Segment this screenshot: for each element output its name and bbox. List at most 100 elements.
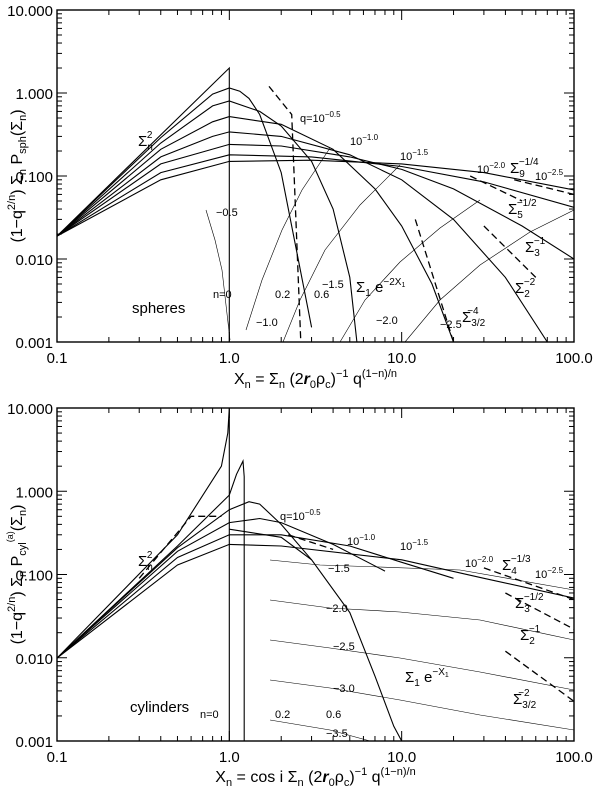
series-line	[57, 501, 313, 659]
contour-line	[205, 209, 231, 341]
annotation-c10: −1.0	[256, 317, 278, 329]
contour-line	[269, 639, 574, 691]
annotation-q15: 10−1.5	[400, 148, 429, 163]
y-tick-label: 0.100	[15, 568, 53, 585]
series-line	[57, 534, 454, 659]
contour-line	[269, 679, 574, 731]
plot-area	[57, 408, 574, 741]
contour-line	[269, 719, 371, 741]
plot-frame	[56, 407, 575, 742]
annotation-q25: 10−2.5	[535, 168, 564, 183]
series-line	[57, 87, 313, 328]
annotation-s32: Σ3/2−2	[513, 688, 537, 711]
series-line	[57, 116, 455, 342]
panel-label: spheres	[132, 300, 185, 317]
series-line	[57, 131, 548, 342]
annotation-c35: −3.5	[326, 728, 348, 740]
annotation-exp: Σ1 e−2X1	[356, 277, 405, 299]
annotation-c25: −2.5	[440, 319, 462, 331]
y-axis-label: (1−q2/n) Σn Psph(Σn)	[6, 109, 29, 242]
x-tick-label: 10.0	[387, 749, 416, 766]
annotation-s9: Σ9−1/4	[510, 157, 539, 180]
annotation-q20: 10−2.0	[477, 161, 506, 176]
plot-area	[57, 66, 574, 342]
annotation-s3: Σ3−1	[525, 236, 546, 259]
x-tick-label: 0.1	[47, 749, 68, 766]
annotation-q10: 10−1.0	[347, 533, 376, 548]
chart-panel-spheres: 0.1 1.0 10.0 100.0 0.001 0.010 0.100 1.000 10.00…	[6, 3, 593, 391]
annotation-n0: n=0	[200, 709, 219, 721]
asymptote-dashed-line	[505, 650, 574, 702]
x-tick-label: 100.0	[555, 350, 593, 367]
series-line	[57, 143, 574, 260]
annotation-n0: n=0	[213, 289, 232, 301]
y-tick-label: 0.100	[15, 169, 53, 186]
annotation-q20: 10−2.0	[465, 555, 494, 570]
annotation-c25: −2.5	[333, 641, 355, 653]
chart-panel-cylinders: 0.1 1.0 10.0 100.0 0.001 0.010 0.100 1.000 10.00…	[5, 401, 593, 789]
series-line	[57, 100, 358, 342]
y-tick-label: 10.000	[7, 3, 53, 20]
annotation-s32: Σ3/2−4	[462, 306, 486, 329]
annotation-q10: 10−1.0	[350, 133, 379, 148]
x-tick-label: 10.0	[387, 350, 416, 367]
y-tick-label: 0.010	[15, 252, 53, 269]
annotation-s4: Σ4−1/3	[502, 554, 531, 577]
annotation-n06: 0.6	[314, 289, 329, 301]
x-axis-label: Xn = Σn (2r0ρc)−1 q(1−n)/n	[234, 368, 397, 391]
annotation-q15: 10−1.5	[400, 538, 429, 553]
series-line	[57, 66, 230, 342]
annotation-s5: Σ5−1/2	[508, 198, 537, 221]
contour-line	[404, 209, 574, 342]
series-line	[57, 408, 230, 741]
asymptote-dashed-line	[469, 175, 523, 202]
x-tick-label: 1.0	[219, 350, 240, 367]
series-line	[229, 528, 403, 741]
y-tick-label: 0.001	[15, 335, 53, 352]
panel-label: cylinders	[130, 699, 189, 716]
contour-line	[269, 559, 574, 591]
annotation-exp: Σ1 e−X1	[405, 667, 449, 689]
y-tick-label: 0.001	[15, 734, 53, 751]
annotation-sigma_n2: Σn2	[138, 550, 153, 573]
annotation-q05: q=10−0.5	[280, 508, 321, 523]
x-axis-label: Xn = cos i Σn (2r0ρc)−1 q(1−n)/n	[215, 766, 415, 789]
asymptote-dashed-line	[483, 225, 537, 278]
series-line	[57, 459, 245, 741]
asymptote-dashed-line	[483, 567, 574, 601]
x-tick-label: 100.0	[555, 749, 593, 766]
annotation-c05: −0.5	[216, 207, 238, 219]
asymptote-dashed-line	[268, 85, 302, 342]
y-tick-label: 10.000	[7, 401, 53, 418]
series-line	[57, 543, 574, 659]
annotation-s2: Σ2−1	[520, 624, 541, 647]
series-line	[57, 159, 574, 237]
annotation-sigma_n2: Σn2	[138, 130, 153, 153]
contour-line	[282, 164, 401, 342]
asymptote-dashed-line	[505, 592, 574, 630]
annotation-c30: −3.0	[333, 683, 355, 695]
annotation-n06: 0.6	[326, 709, 341, 721]
annotation-c20: −2.0	[376, 315, 398, 327]
annotation-n02: 0.2	[275, 709, 290, 721]
asymptote-dashed-line	[138, 515, 222, 579]
y-tick-label: 1.000	[15, 86, 53, 103]
contour-line	[245, 147, 331, 331]
annotation-s3: Σ3−1/2	[515, 592, 544, 615]
annotation-q25: 10−2.5	[535, 566, 564, 581]
annotation-q05: q=10−0.5	[300, 110, 341, 125]
y-axis-label: (1−q2/n) Σn Pcyl(a)(Σn)	[5, 505, 29, 645]
y-tick-label: 0.010	[15, 651, 53, 668]
annotation-n02: 0.2	[275, 289, 290, 301]
asymptote-dashed-line	[288, 534, 334, 551]
annotation-c20: −2.0	[326, 603, 348, 615]
annotation-c15: −1.5	[328, 563, 350, 575]
annotation-c15: −1.5	[322, 279, 344, 291]
x-tick-label: 1.0	[219, 749, 240, 766]
x-tick-label: 0.1	[47, 350, 68, 367]
annotation-s2: Σ2−2	[515, 277, 536, 300]
contour-line	[269, 599, 574, 641]
y-tick-label: 1.000	[15, 484, 53, 501]
series-line	[57, 517, 386, 659]
